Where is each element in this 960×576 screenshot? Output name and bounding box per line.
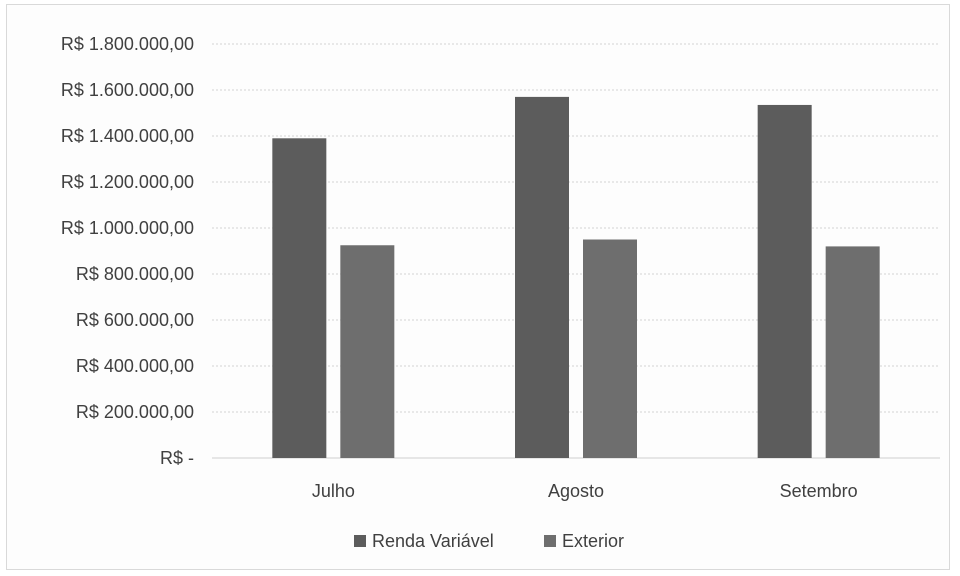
bar-renda-variavel-julho — [272, 138, 327, 459]
bar-renda-variavel-setembro — [757, 104, 812, 458]
y-axis-tick-labels: R$ - R$ 200.000,00 R$ 400.000,00 R$ 600.000… — [61, 34, 194, 468]
legend-label: Renda Variável — [372, 531, 494, 551]
y-tick-label: R$ 1.400.000,00 — [61, 126, 194, 146]
x-axis-category-labels: Julho Agosto Setembro — [312, 481, 858, 501]
y-tick-label: R$ 200.000,00 — [76, 402, 194, 422]
x-category-label: Julho — [312, 481, 355, 501]
bar-exterior-agosto — [583, 239, 637, 458]
x-category-label: Setembro — [780, 481, 858, 501]
y-tick-label: R$ 1.800.000,00 — [61, 34, 194, 54]
y-tick-label: R$ 600.000,00 — [76, 310, 194, 330]
legend-label: Exterior — [562, 531, 624, 551]
y-tick-label: R$ 1.000.000,00 — [61, 218, 194, 238]
y-tick-label: R$ - — [160, 448, 194, 468]
bars — [272, 96, 880, 459]
legend-swatch — [354, 535, 366, 547]
y-tick-label: R$ 400.000,00 — [76, 356, 194, 376]
bar-exterior-setembro — [825, 246, 880, 458]
legend-swatch — [544, 535, 556, 547]
y-tick-label: R$ 1.600.000,00 — [61, 80, 194, 100]
legend: Renda Variável Exterior — [354, 531, 624, 551]
y-tick-label: R$ 800.000,00 — [76, 264, 194, 284]
bar-renda-variavel-agosto — [515, 96, 569, 459]
bar-exterior-julho — [340, 245, 395, 458]
gridlines — [212, 43, 940, 459]
y-tick-label: R$ 1.200.000,00 — [61, 172, 194, 192]
x-category-label: Agosto — [548, 481, 604, 501]
